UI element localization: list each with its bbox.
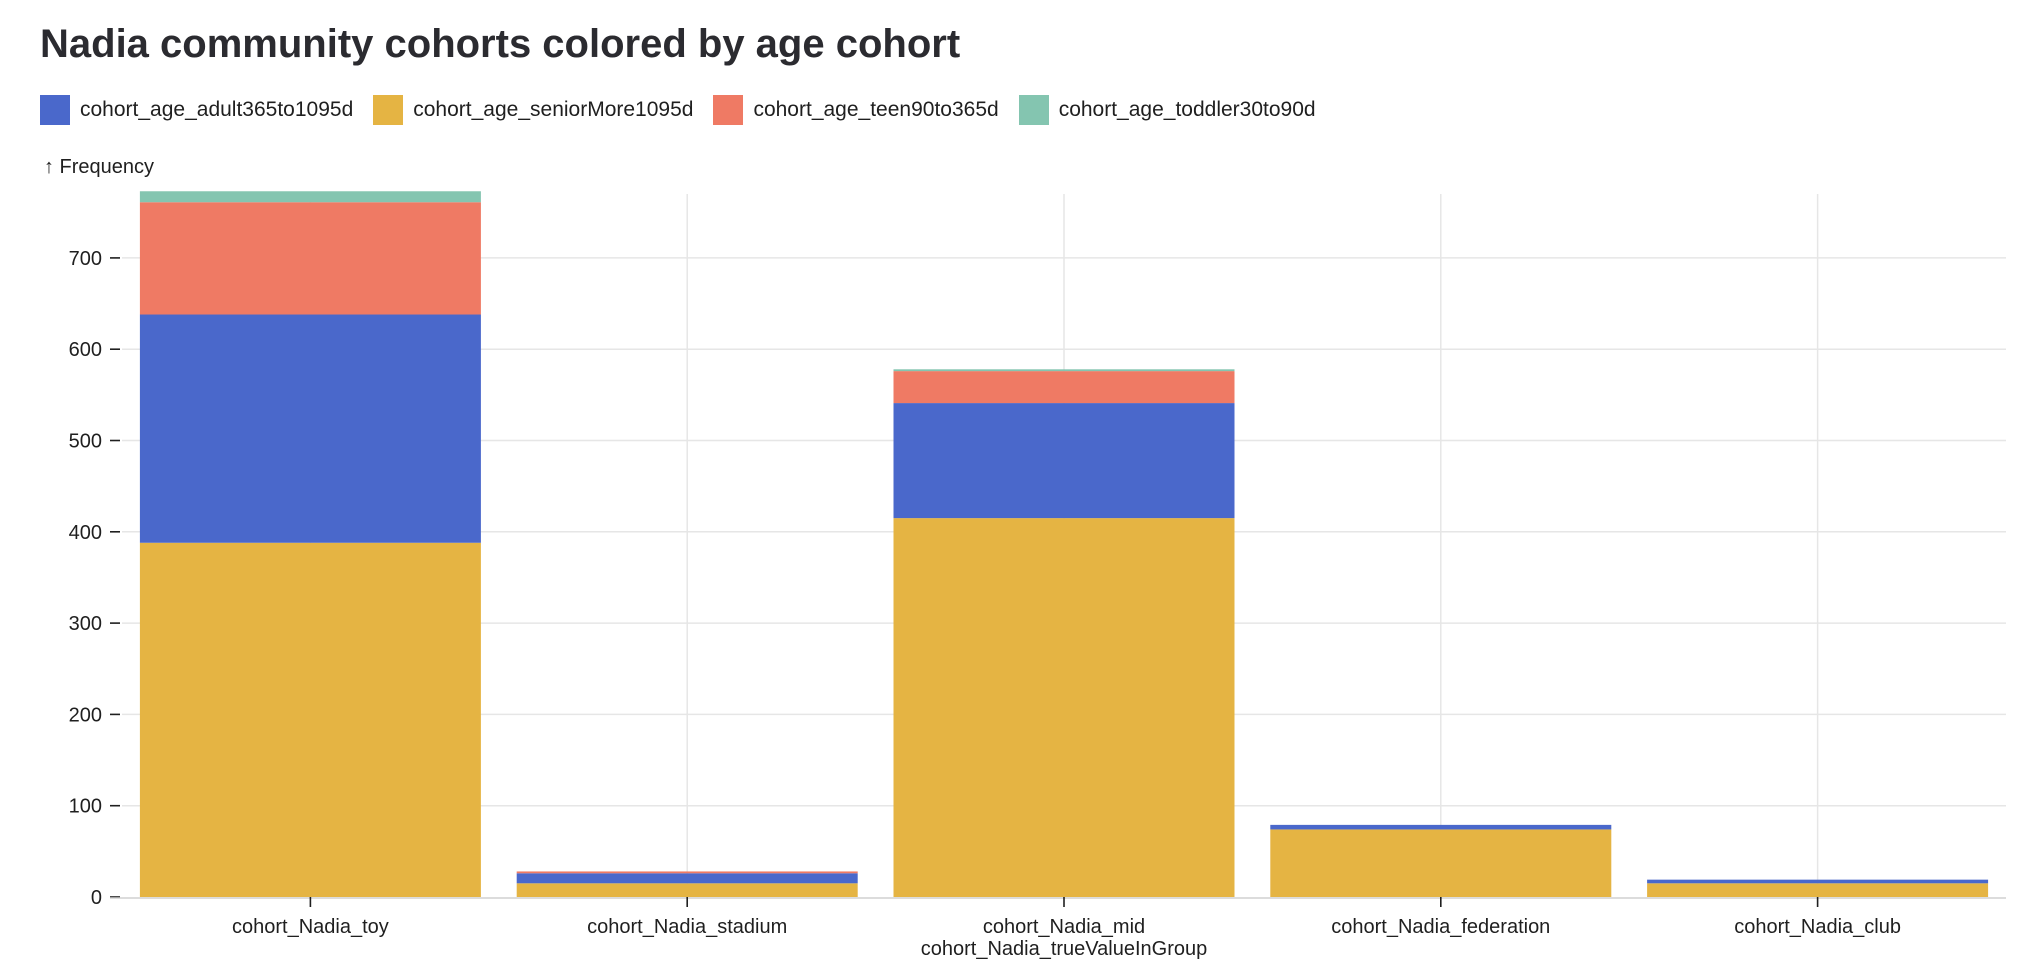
x-tick-label-4-0: cohort_Nadia_club xyxy=(1734,916,1901,938)
legend-label-teen: cohort_age_teen90to365d xyxy=(753,98,999,121)
bar-3-cohort_age_seniorMore1095d xyxy=(1270,829,1612,897)
legend-swatch-teen xyxy=(713,95,744,125)
legend-swatch-toddler xyxy=(1018,95,1049,125)
bar-2-cohort_age_adult365to1095d xyxy=(893,403,1235,519)
x-tick-label-3-0: cohort_Nadia_federation xyxy=(1331,916,1550,938)
y-tick-label-100: 100 xyxy=(69,796,102,818)
x-tick-label-1-0: cohort_Nadia_stadium xyxy=(587,916,787,938)
chart-title: Nadia community cohorts colored by age c… xyxy=(40,22,961,66)
bar-2-cohort_age_teen90to365d xyxy=(893,371,1235,404)
bar-3-cohort_age_adult365to1095d xyxy=(1270,824,1612,830)
legend-swatch-adult xyxy=(40,95,70,125)
y-tick-label-300: 300 xyxy=(69,613,102,635)
bar-1-cohort_age_adult365to1095d xyxy=(516,873,858,884)
legend-label-senior: cohort_age_seniorMore1095d xyxy=(413,98,694,121)
bar-0-cohort_age_toddler30to90d xyxy=(139,191,481,203)
bar-0-cohort_age_adult365to1095d xyxy=(139,314,481,543)
legend-item-senior[interactable]: cohort_age_seniorMore1095d xyxy=(373,95,693,125)
bar-2-cohort_age_seniorMore1095d xyxy=(893,518,1235,897)
bar-1-cohort_age_teen90to365d xyxy=(516,871,858,874)
y-axis-label: ↑ Frequency xyxy=(44,156,154,178)
y-tick-label-700: 700 xyxy=(69,248,102,270)
legend-item-toddler[interactable]: cohort_age_toddler30to90d xyxy=(1018,95,1316,125)
legend-label-adult: cohort_age_adult365to1095d xyxy=(80,98,354,121)
y-tick-label-500: 500 xyxy=(69,431,102,453)
legend-swatch-senior xyxy=(373,95,404,125)
bar-4-cohort_age_seniorMore1095d xyxy=(1647,883,1989,897)
bar-0-cohort_age_seniorMore1095d xyxy=(139,542,481,897)
legend-label-toddler: cohort_age_toddler30to90d xyxy=(1058,98,1316,121)
bar-1-cohort_age_seniorMore1095d xyxy=(516,883,858,897)
y-tick-label-0: 0 xyxy=(91,887,102,909)
y-tick-label-200: 200 xyxy=(69,704,102,726)
bar-4-cohort_age_adult365to1095d xyxy=(1647,879,1989,884)
x-tick-label-2-0: cohort_Nadia_mid xyxy=(983,916,1145,938)
x-tick-label-2-1: cohort_Nadia_trueValueInGroup xyxy=(921,938,1207,960)
x-tick-label-0-0: cohort_Nadia_toy xyxy=(232,916,389,938)
y-tick-label-400: 400 xyxy=(69,522,102,544)
legend-item-teen[interactable]: cohort_age_teen90to365d xyxy=(713,95,999,125)
legend-item-adult[interactable]: cohort_age_adult365to1095d xyxy=(40,95,353,125)
bar-0-cohort_age_teen90to365d xyxy=(139,202,481,315)
bars-layer xyxy=(139,191,1989,897)
y-tick-label-600: 600 xyxy=(69,339,102,361)
bar-2-cohort_age_toddler30to90d xyxy=(893,369,1235,372)
legend: cohort_age_adult365to1095d cohort_age_se… xyxy=(40,95,1316,125)
